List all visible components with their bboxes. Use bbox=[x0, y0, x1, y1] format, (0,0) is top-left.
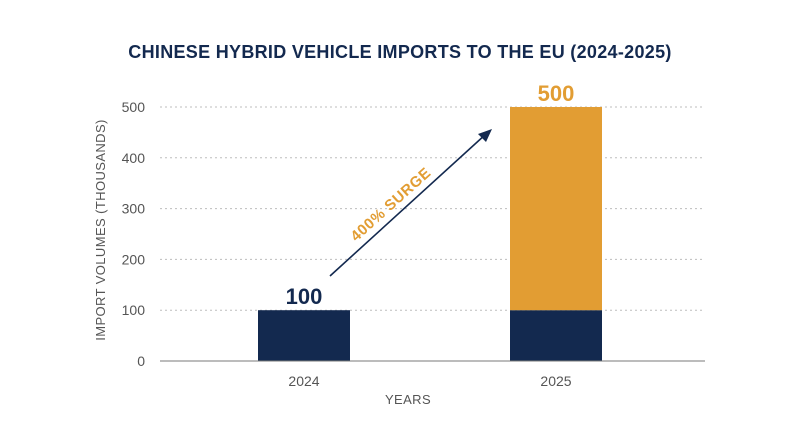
y-axis-ticks: 0 100 200 300 400 500 bbox=[122, 99, 146, 369]
y-tick-label: 400 bbox=[122, 150, 146, 166]
surge-arrow-head bbox=[478, 129, 492, 142]
y-tick-label: 200 bbox=[122, 251, 146, 267]
chart-title: CHINESE HYBRID VEHICLE IMPORTS TO THE EU… bbox=[128, 42, 671, 62]
bar-2025-segment-1 bbox=[510, 310, 602, 361]
data-label-2024: 100 bbox=[286, 284, 323, 309]
data-labels: 100 500 bbox=[286, 81, 575, 309]
y-tick-label: 500 bbox=[122, 99, 146, 115]
bar-2024-segment-1 bbox=[258, 310, 350, 361]
x-tick-label: 2024 bbox=[288, 373, 319, 389]
surge-annotation: 400% SURGE bbox=[329, 129, 492, 277]
bar-2025-segment-2 bbox=[510, 107, 602, 311]
x-axis-label: YEARS bbox=[385, 392, 431, 407]
y-tick-label: 0 bbox=[137, 353, 145, 369]
y-axis-label: IMPORT VOLUMES (THOUSANDS) bbox=[93, 119, 108, 341]
y-tick-label: 100 bbox=[122, 302, 146, 318]
x-axis-ticks: 2024 2025 bbox=[288, 373, 571, 389]
surge-arrow bbox=[329, 133, 487, 277]
x-tick-label: 2025 bbox=[540, 373, 571, 389]
data-label-2025: 500 bbox=[538, 81, 575, 106]
surge-annotation-label: 400% SURGE bbox=[347, 164, 434, 245]
gridlines bbox=[160, 106, 705, 311]
bars bbox=[258, 107, 602, 361]
y-tick-label: 300 bbox=[122, 201, 146, 217]
